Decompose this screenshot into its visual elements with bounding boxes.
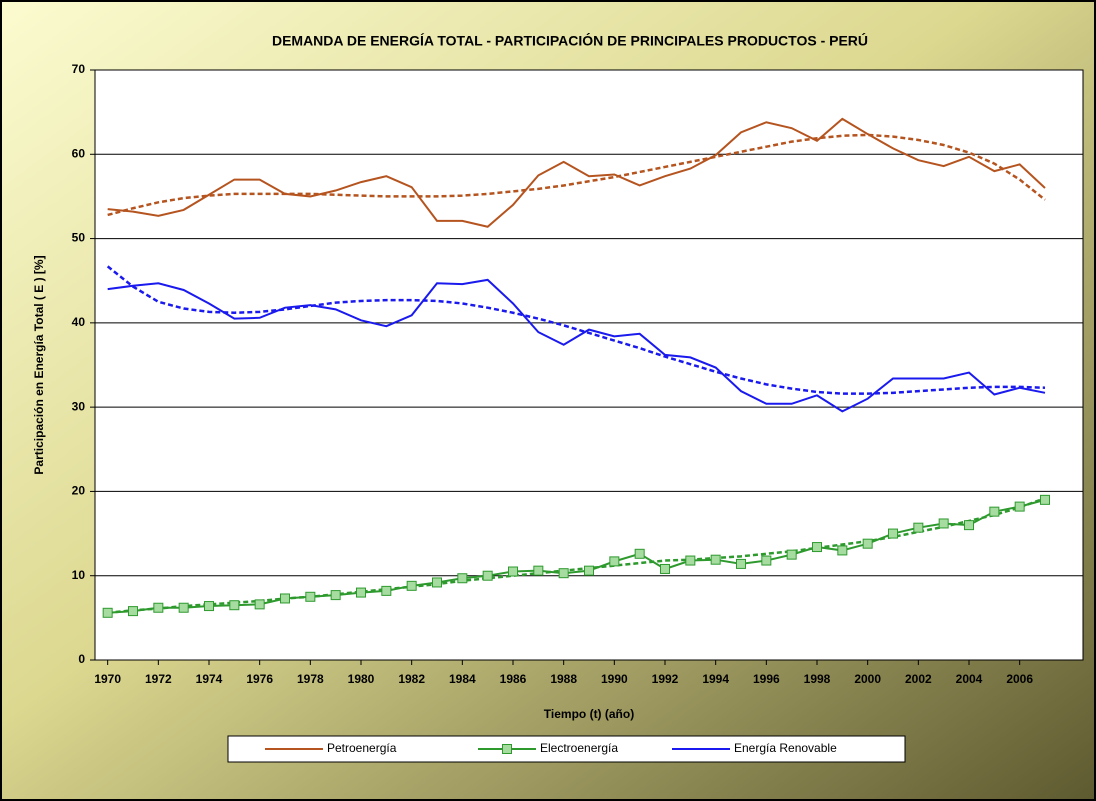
y-tick-label: 70 xyxy=(72,62,86,76)
marker xyxy=(330,590,341,601)
x-tick-label: 1984 xyxy=(449,672,476,686)
x-tick-label: 1982 xyxy=(398,672,425,686)
marker xyxy=(153,602,164,613)
x-tick-label: 1978 xyxy=(297,672,324,686)
marker xyxy=(128,606,138,617)
legend-label: Petroenergía xyxy=(327,741,397,755)
x-tick-label: 1980 xyxy=(348,672,375,686)
y-tick-label: 60 xyxy=(72,146,86,160)
marker xyxy=(432,577,442,588)
x-axis-label: Tiempo (t) (año) xyxy=(544,707,634,721)
x-tick-label: 2002 xyxy=(905,672,932,686)
marker xyxy=(381,585,392,596)
marker xyxy=(178,602,189,613)
marker xyxy=(710,554,721,565)
x-tick-label: 1998 xyxy=(804,672,831,686)
marker xyxy=(584,565,594,576)
trend-line xyxy=(106,265,1046,395)
legend-label: Energía Renovable xyxy=(734,741,837,755)
x-tick-label: 1996 xyxy=(753,672,780,686)
legend xyxy=(227,735,906,763)
marker xyxy=(786,549,797,560)
marker xyxy=(102,607,113,618)
marker xyxy=(837,545,848,556)
marker xyxy=(508,566,518,577)
y-axis-label: Participación en Energía Total ( E ) [%] xyxy=(32,255,46,474)
x-tick-label: 1986 xyxy=(500,672,527,686)
marker xyxy=(1040,494,1050,505)
marker xyxy=(254,599,265,610)
legend-label: Electroenergía xyxy=(540,741,618,755)
y-tick-label: 0 xyxy=(78,652,85,666)
legend-marker xyxy=(502,744,512,754)
marker xyxy=(356,587,366,598)
marker xyxy=(660,563,670,574)
y-tick-label: 40 xyxy=(72,315,86,329)
x-tick-label: 1970 xyxy=(94,672,121,686)
marker xyxy=(533,565,544,576)
x-tick-label: 1994 xyxy=(702,672,729,686)
y-tick-label: 20 xyxy=(72,484,86,498)
marker xyxy=(457,573,468,584)
marker xyxy=(482,570,493,581)
x-tick-label: 2006 xyxy=(1006,672,1033,686)
marker xyxy=(280,593,290,604)
marker xyxy=(913,522,924,533)
marker xyxy=(1014,501,1025,512)
marker xyxy=(964,520,974,531)
series-line xyxy=(107,117,1046,228)
plot-area xyxy=(94,69,1084,661)
marker xyxy=(938,518,949,529)
marker xyxy=(609,556,620,567)
marker xyxy=(204,601,214,612)
marker xyxy=(812,542,822,553)
marker xyxy=(888,528,898,539)
x-tick-label: 1976 xyxy=(246,672,273,686)
marker xyxy=(761,555,772,566)
y-tick-label: 30 xyxy=(72,399,86,413)
x-tick-label: 1992 xyxy=(652,672,679,686)
marker xyxy=(229,600,240,611)
marker xyxy=(406,580,417,591)
x-tick-label: 1974 xyxy=(196,672,223,686)
chart-title: DEMANDA DE ENERGÍA TOTAL - PARTICIPACIÓN… xyxy=(272,32,868,49)
x-tick-label: 1988 xyxy=(550,672,577,686)
x-tick-label: 2004 xyxy=(956,672,983,686)
y-tick-label: 50 xyxy=(72,231,86,245)
x-tick-label: 1990 xyxy=(601,672,628,686)
x-tick-label: 1972 xyxy=(145,672,172,686)
y-tick-label: 10 xyxy=(72,568,86,582)
x-tick-label: 2000 xyxy=(854,672,881,686)
marker xyxy=(305,591,316,602)
marker xyxy=(736,558,746,569)
marker xyxy=(634,548,645,559)
marker xyxy=(862,538,873,549)
series-line xyxy=(107,278,1046,413)
marker xyxy=(989,506,1000,517)
marker xyxy=(558,568,569,579)
trend-line xyxy=(107,133,1046,217)
marker xyxy=(685,555,696,566)
